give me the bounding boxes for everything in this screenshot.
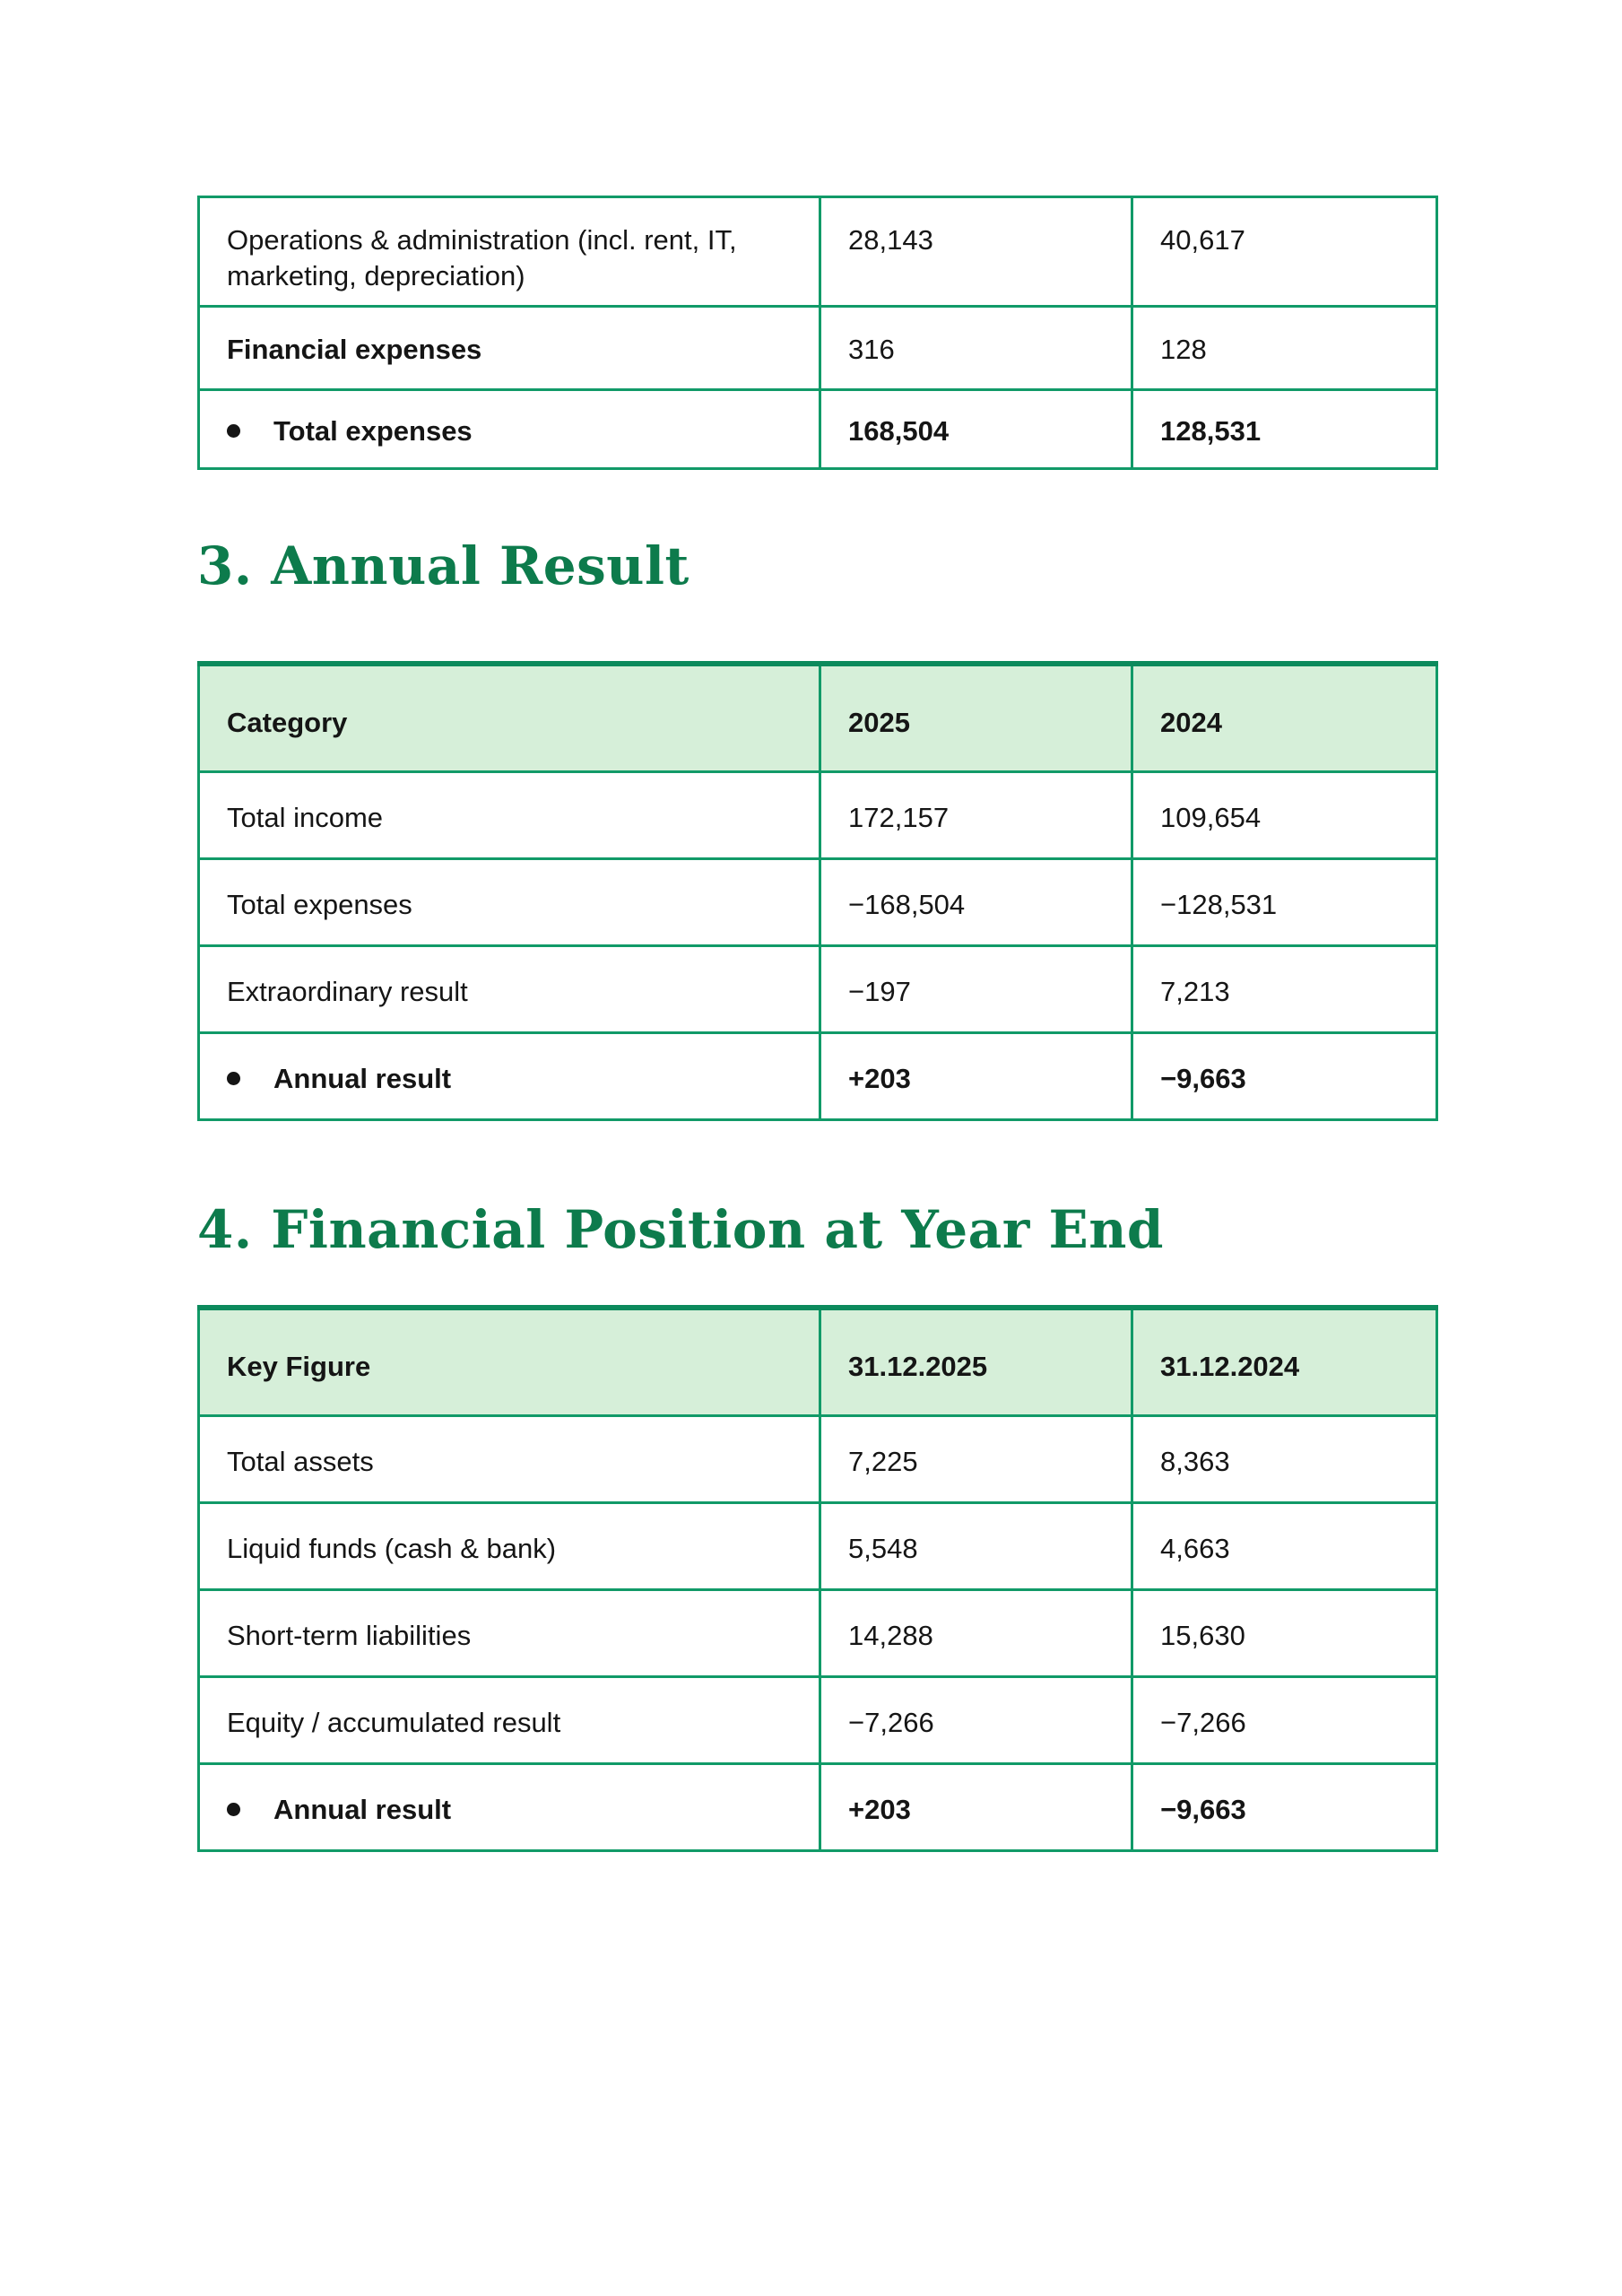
table-row: Short-term liabilities 14,288 15,630 <box>197 1587 1438 1678</box>
column-header-label: Key Figure <box>197 1305 821 1417</box>
financial-position-table-wrap: Key Figure 31.12.2025 31.12.2024 Total asse… <box>197 1305 1438 1852</box>
value-cell: 7,225 <box>819 1413 1133 1504</box>
column-header-period: 31.12.2024 <box>1131 1305 1438 1417</box>
row-label-cell: Total assets <box>197 1413 821 1504</box>
bullet-icon <box>227 1802 240 1816</box>
value-cell: 128,531 <box>1131 388 1438 470</box>
table-row: Annual result +203 −9,663 <box>197 1761 1438 1852</box>
table-row: Total expenses −168,504 −128,531 <box>197 857 1438 947</box>
row-label: Annual result <box>273 1062 452 1094</box>
value-cell: 15,630 <box>1131 1587 1438 1678</box>
value-cell: 8,363 <box>1131 1413 1438 1504</box>
row-label-cell: Short-term liabilities <box>197 1587 821 1678</box>
row-label: Financial expenses <box>227 334 482 365</box>
row-label-cell: Liquid funds (cash & bank) <box>197 1500 821 1591</box>
header-row: Category 2025 2024 <box>197 661 1438 773</box>
table-row: Financial expenses 316 128 <box>197 305 1438 391</box>
annual-result-table-wrap: Category 2025 2024 Total income 172,157 109,6… <box>197 661 1438 1121</box>
expenses-table-continued: Operations & administration (incl. rent,… <box>197 196 1438 470</box>
row-label: Total assets <box>227 1445 374 1477</box>
table-row: Extraordinary result −197 7,213 <box>197 944 1438 1034</box>
row-label: Equity / accumulated result <box>227 1706 561 1738</box>
value-cell: 14,288 <box>819 1587 1133 1678</box>
value-cell: 7,213 <box>1131 944 1438 1034</box>
value-cell: 168,504 <box>819 388 1133 470</box>
value-cell: 316 <box>819 305 1133 391</box>
value-cell: −197 <box>819 944 1133 1034</box>
row-label: Total income <box>227 801 384 833</box>
row-label-cell: Financial expenses <box>197 305 821 391</box>
row-label-cell: Equity / accumulated result <box>197 1674 821 1765</box>
column-header-period: 2024 <box>1131 661 1438 773</box>
row-label: Total expenses <box>227 888 412 920</box>
row-label-cell: Total expenses <box>197 857 821 947</box>
value-cell: 109,654 <box>1131 770 1438 860</box>
table-row: Liquid funds (cash & bank) 5,548 4,663 <box>197 1500 1438 1591</box>
value-cell: −7,266 <box>1131 1674 1438 1765</box>
bullet-icon <box>227 424 240 438</box>
table-row: Total expenses 168,504 128,531 <box>197 388 1438 470</box>
row-label: Liquid funds (cash & bank) <box>227 1532 557 1564</box>
table-row: Total income 172,157 109,654 <box>197 770 1438 860</box>
value-cell: 172,157 <box>819 770 1133 860</box>
value-cell: 40,617 <box>1131 196 1438 308</box>
value-cell: 5,548 <box>819 1500 1133 1591</box>
value-cell: −128,531 <box>1131 857 1438 947</box>
row-label-cell: Total expenses <box>197 388 821 470</box>
row-label-cell: Total income <box>197 770 821 860</box>
table-row: Annual result +203 −9,663 <box>197 1031 1438 1121</box>
row-label: Extraordinary result <box>227 975 468 1007</box>
section-heading-annual-result: 3. Annual Result <box>197 535 690 596</box>
bullet-icon <box>227 1071 240 1085</box>
row-label: Total expenses <box>273 415 473 447</box>
financial-position-table: Key Figure 31.12.2025 31.12.2024 Total asse… <box>197 1305 1438 1852</box>
column-header-label: Category <box>197 661 821 773</box>
annual-result-table: Category 2025 2024 Total income 172,157 109,6… <box>197 661 1438 1121</box>
column-header-period: 31.12.2025 <box>819 1305 1133 1417</box>
expenses-table-continued-wrap: Operations & administration (incl. rent,… <box>197 196 1438 470</box>
column-header-period: 2025 <box>819 661 1133 773</box>
row-label: Annual result <box>273 1793 452 1825</box>
value-cell: −7,266 <box>819 1674 1133 1765</box>
table-row: Operations & administration (incl. rent,… <box>197 196 1438 308</box>
row-label-cell: Operations & administration (incl. rent,… <box>197 196 821 308</box>
value-cell: +203 <box>819 1761 1133 1852</box>
table-row: Total assets 7,225 8,363 <box>197 1413 1438 1504</box>
value-cell: −9,663 <box>1131 1031 1438 1121</box>
value-cell: 128 <box>1131 305 1438 391</box>
row-label-cell: Extraordinary result <box>197 944 821 1034</box>
value-cell: −9,663 <box>1131 1761 1438 1852</box>
value-cell: −168,504 <box>819 857 1133 947</box>
row-label: Operations & administration (incl. rent,… <box>227 224 737 291</box>
row-label-cell: Annual result <box>197 1031 821 1121</box>
header-row: Key Figure 31.12.2025 31.12.2024 <box>197 1305 1438 1417</box>
row-label-cell: Annual result <box>197 1761 821 1852</box>
row-label: Short-term liabilities <box>227 1619 472 1651</box>
table-row: Equity / accumulated result −7,266 −7,266 <box>197 1674 1438 1765</box>
value-cell: +203 <box>819 1031 1133 1121</box>
section-heading-financial-position: 4. Financial Position at Year End <box>197 1199 1164 1260</box>
value-cell: 28,143 <box>819 196 1133 308</box>
value-cell: 4,663 <box>1131 1500 1438 1591</box>
